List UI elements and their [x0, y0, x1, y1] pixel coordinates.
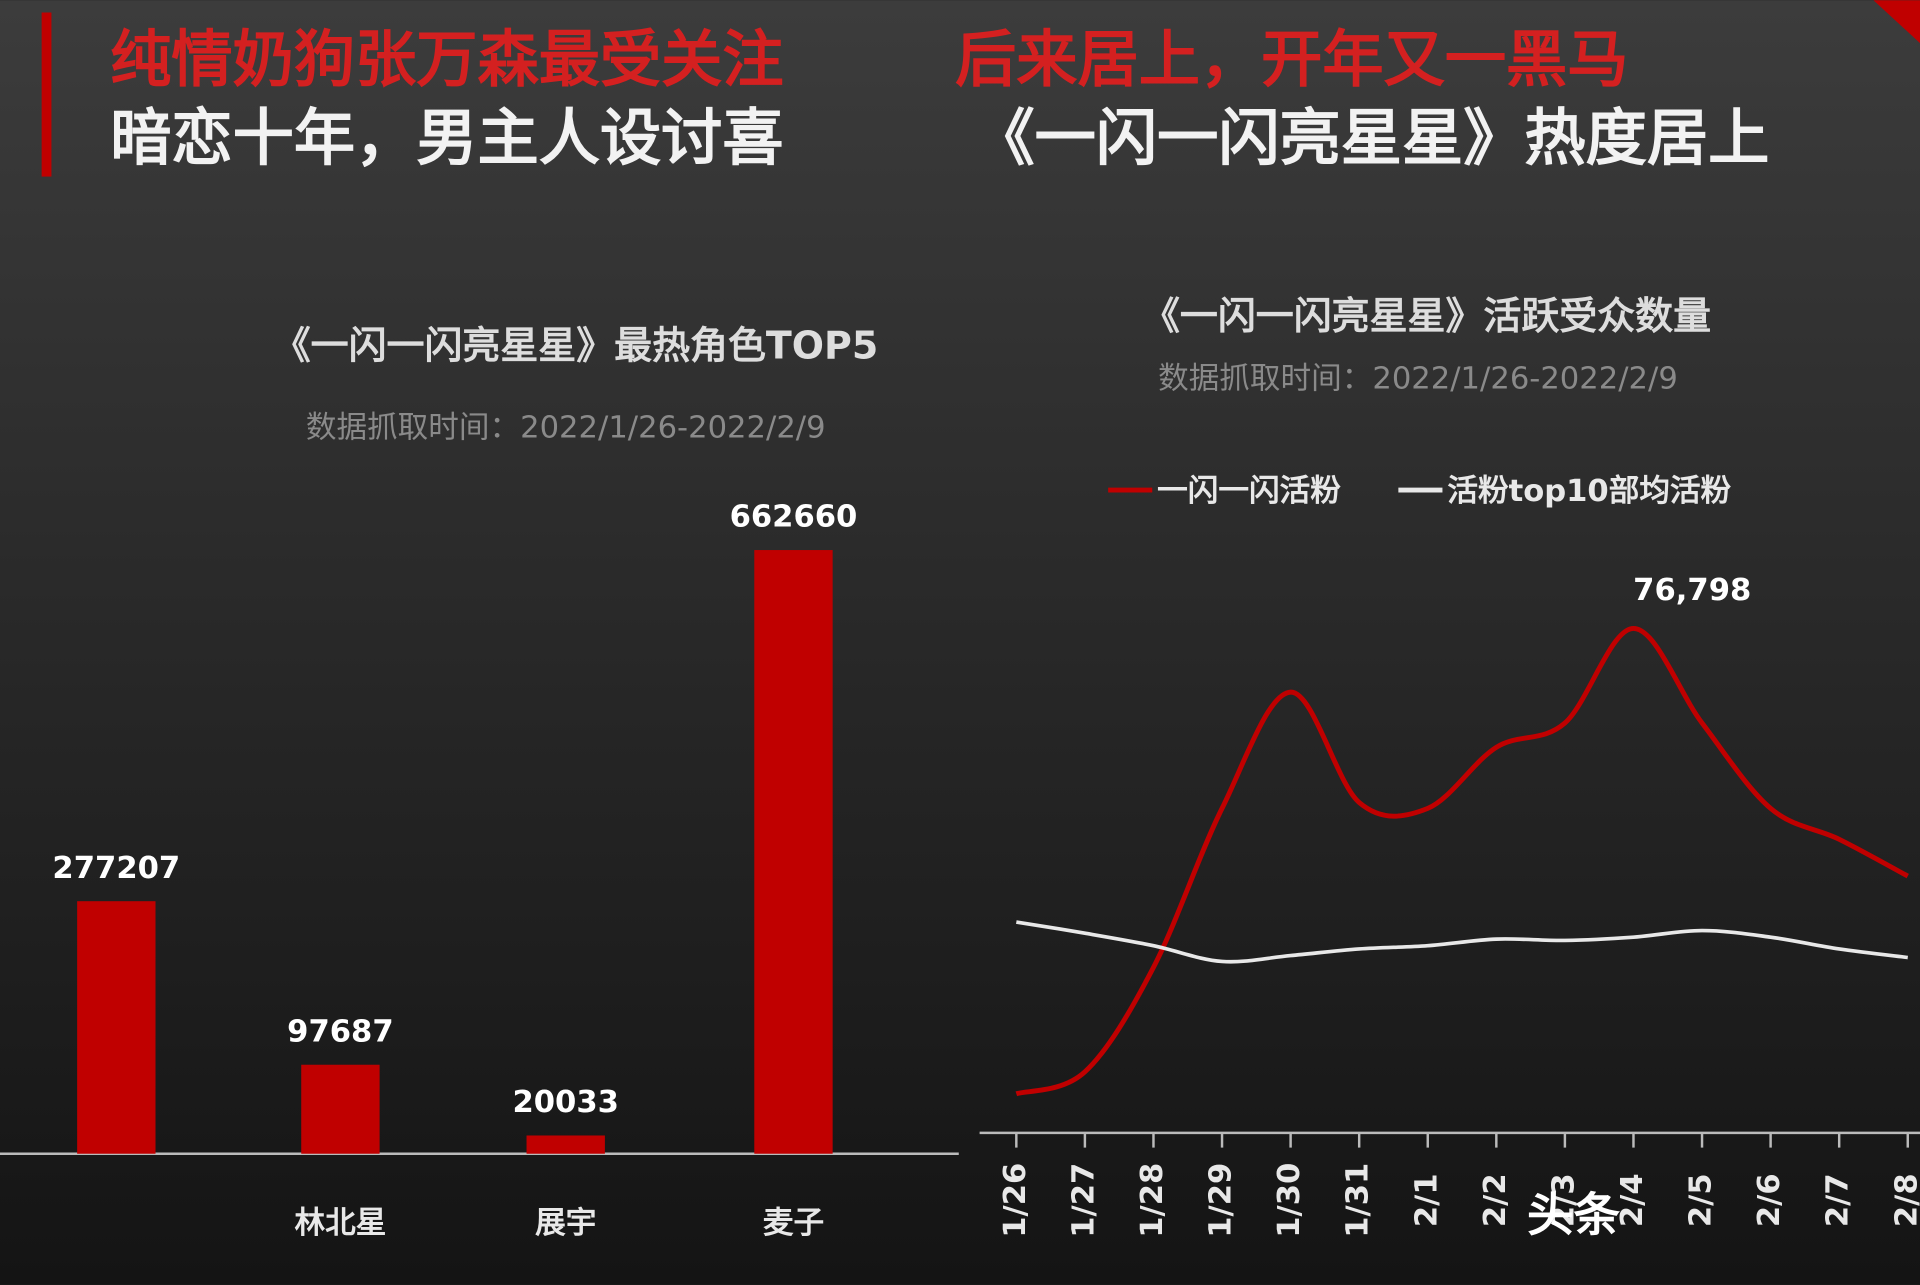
data-label: 97687: [287, 1014, 394, 1049]
left-highlight: 纯情奶狗张万森最受关注: [110, 25, 783, 96]
right-highlight: 后来居上，开年又一黑马: [955, 25, 1628, 96]
chart-subtitle: 数据抓取时间：2022/1/26-2022/2/9: [1158, 361, 1678, 396]
x-tick-label: 2/4: [1615, 1173, 1650, 1227]
x-tick-label: 2/3: [1546, 1173, 1581, 1227]
legend-label: 一闪一闪活粉: [1157, 474, 1341, 509]
data-label: 76,798: [1633, 573, 1751, 608]
x-tick-label: 2/8: [1889, 1173, 1920, 1227]
right-headline: 《一闪一闪亮星星》热度居上: [973, 103, 1769, 174]
bar: [301, 1064, 380, 1154]
bar: [526, 1135, 605, 1154]
x-tick-label: 2/1: [1409, 1173, 1444, 1227]
data-label: 20033: [512, 1085, 619, 1120]
series-line: [1016, 920, 1908, 964]
x-tick-label: 1/27: [1066, 1163, 1101, 1238]
chart-subtitle: 数据抓取时间：2022/1/26-2022/2/9: [306, 410, 826, 445]
x-tick-label: 2/5: [1684, 1173, 1719, 1227]
x-tick-label: 2/6: [1752, 1173, 1787, 1227]
series-line: [1015, 625, 1909, 1097]
x-tick-label: 展宇: [535, 1206, 596, 1241]
x-tick-label: 1/30: [1272, 1163, 1307, 1238]
watermark: 头条: [1527, 1188, 1621, 1242]
x-tick-label: 1/28: [1135, 1163, 1170, 1238]
accent-bar: [41, 12, 52, 177]
bar: [754, 550, 833, 1154]
chart-title: 《一闪一闪亮星星》活跃受众数量: [1142, 294, 1711, 338]
chart-title: 《一闪一闪亮星星》最热角色TOP5: [273, 324, 879, 368]
x-tick-label: 林北星: [294, 1206, 386, 1241]
x-tick-label: 2/2: [1478, 1173, 1513, 1227]
x-tick-label: 1/26: [998, 1163, 1033, 1238]
bar: [77, 901, 156, 1154]
data-label: 277207: [52, 851, 180, 886]
x-tick-label: 1/29: [1204, 1163, 1239, 1238]
x-tick-label: 1/31: [1341, 1163, 1376, 1238]
x-tick-label: 麦子: [763, 1206, 824, 1241]
data-label: 662660: [730, 500, 858, 535]
legend-label: 活粉top10部均活粉: [1447, 474, 1731, 509]
x-tick-label: 2/7: [1821, 1173, 1856, 1227]
left-headline: 暗恋十年，男主人设讨喜: [110, 103, 783, 174]
